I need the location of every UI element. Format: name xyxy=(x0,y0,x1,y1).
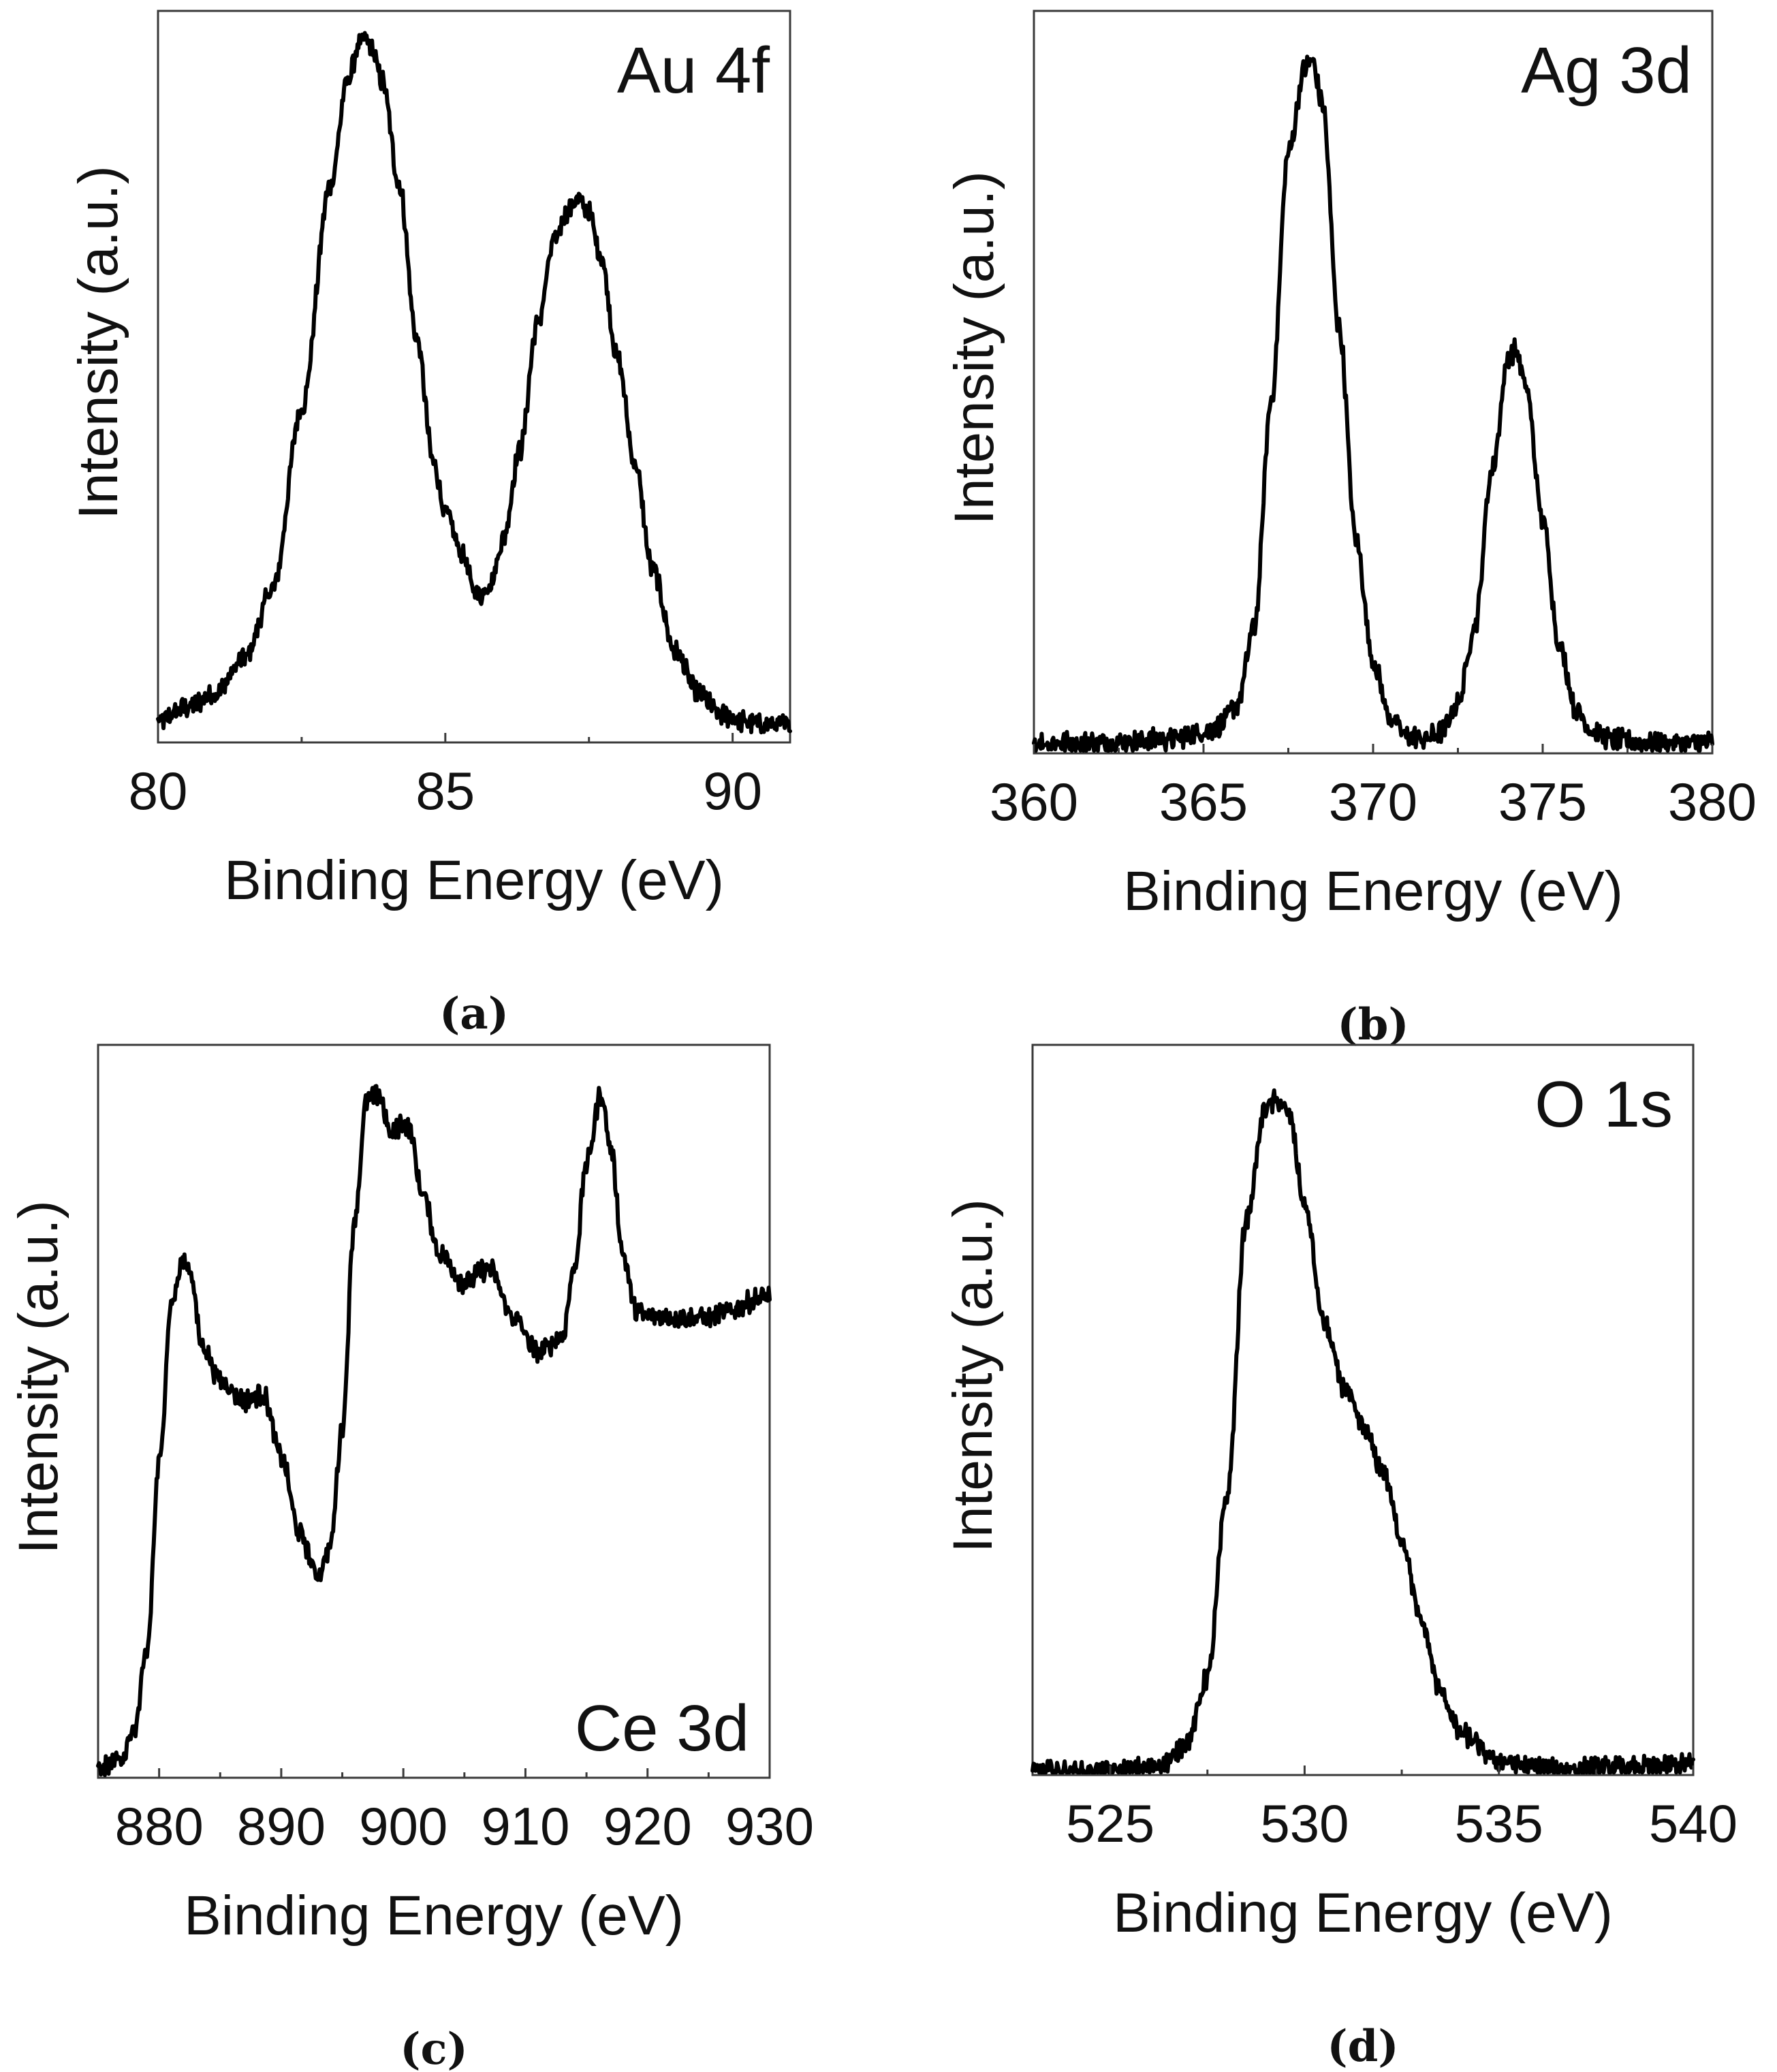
x-tick-label: 930 xyxy=(725,1796,814,1856)
x-tick-label: 890 xyxy=(237,1796,326,1856)
x-tick-label: 540 xyxy=(1649,1793,1737,1853)
panel-a: 80 85 90 Binding Energy (eV) Intensity (a.u.… xyxy=(67,10,792,1039)
x-axis-title: Binding Energy (eV) xyxy=(1113,1882,1613,1944)
x-tick-label: 90 xyxy=(703,761,762,821)
panel-caption: (b) xyxy=(1337,999,1409,1050)
plot-frame xyxy=(97,1043,771,1779)
x-tick-label: 900 xyxy=(359,1796,447,1856)
x-tick-label: 360 xyxy=(990,772,1078,832)
x-tick-label: 80 xyxy=(129,761,188,821)
plot-frame xyxy=(157,10,791,744)
panel-caption: (c) xyxy=(400,2024,468,2072)
panel-title: Au 4f xyxy=(617,34,770,107)
spectrum-line-a xyxy=(156,31,792,735)
x-axis-title: Binding Energy (eV) xyxy=(184,1885,684,1947)
spectrum-line-b xyxy=(1032,54,1714,753)
panel-caption: (a) xyxy=(439,988,509,1039)
plot-frame xyxy=(1031,1043,1695,1776)
x-tick-label: 370 xyxy=(1329,772,1417,832)
x-tick-label: 85 xyxy=(415,761,475,821)
x-tick-label: 535 xyxy=(1455,1793,1543,1853)
x-tick-label: 380 xyxy=(1668,772,1757,832)
y-axis-title: Intensity (a.u.) xyxy=(943,171,1005,525)
panel-caption: (d) xyxy=(1327,2021,1398,2072)
x-tick-label: 365 xyxy=(1159,772,1248,832)
x-tick-label: 530 xyxy=(1260,1793,1349,1853)
x-axis-title: Binding Energy (eV) xyxy=(224,849,724,911)
panel-b: 360 365 370 375 380 Binding Energy (eV) Intens… xyxy=(943,10,1757,1050)
spectrum-line-c xyxy=(96,1084,772,1777)
y-axis-title: Intensity (a.u.) xyxy=(942,1199,1004,1553)
x-tick-label: 910 xyxy=(481,1796,569,1856)
y-axis-title: Intensity (a.u.) xyxy=(67,166,129,520)
plot-frame xyxy=(1033,10,1714,755)
x-axis-title: Binding Energy (eV) xyxy=(1123,860,1623,922)
spectrum-line-d xyxy=(1031,1088,1695,1774)
x-tick-label: 880 xyxy=(115,1796,204,1856)
y-axis-title: Intensity (a.u.) xyxy=(7,1200,69,1554)
panel-title: O 1s xyxy=(1535,1068,1673,1141)
x-tick-label: 920 xyxy=(603,1796,692,1856)
panel-title: Ce 3d xyxy=(575,1692,749,1765)
x-tick-label: 375 xyxy=(1498,772,1587,832)
x-tick-label: 525 xyxy=(1066,1793,1154,1853)
panel-title: Ag 3d xyxy=(1521,34,1692,107)
panel-d: 525 530 535 540 Binding Energy (eV) Intensity… xyxy=(942,1043,1737,2072)
panel-c: 880 890 900 910 920 930 Binding Energy (eV) Int… xyxy=(7,1043,814,2072)
